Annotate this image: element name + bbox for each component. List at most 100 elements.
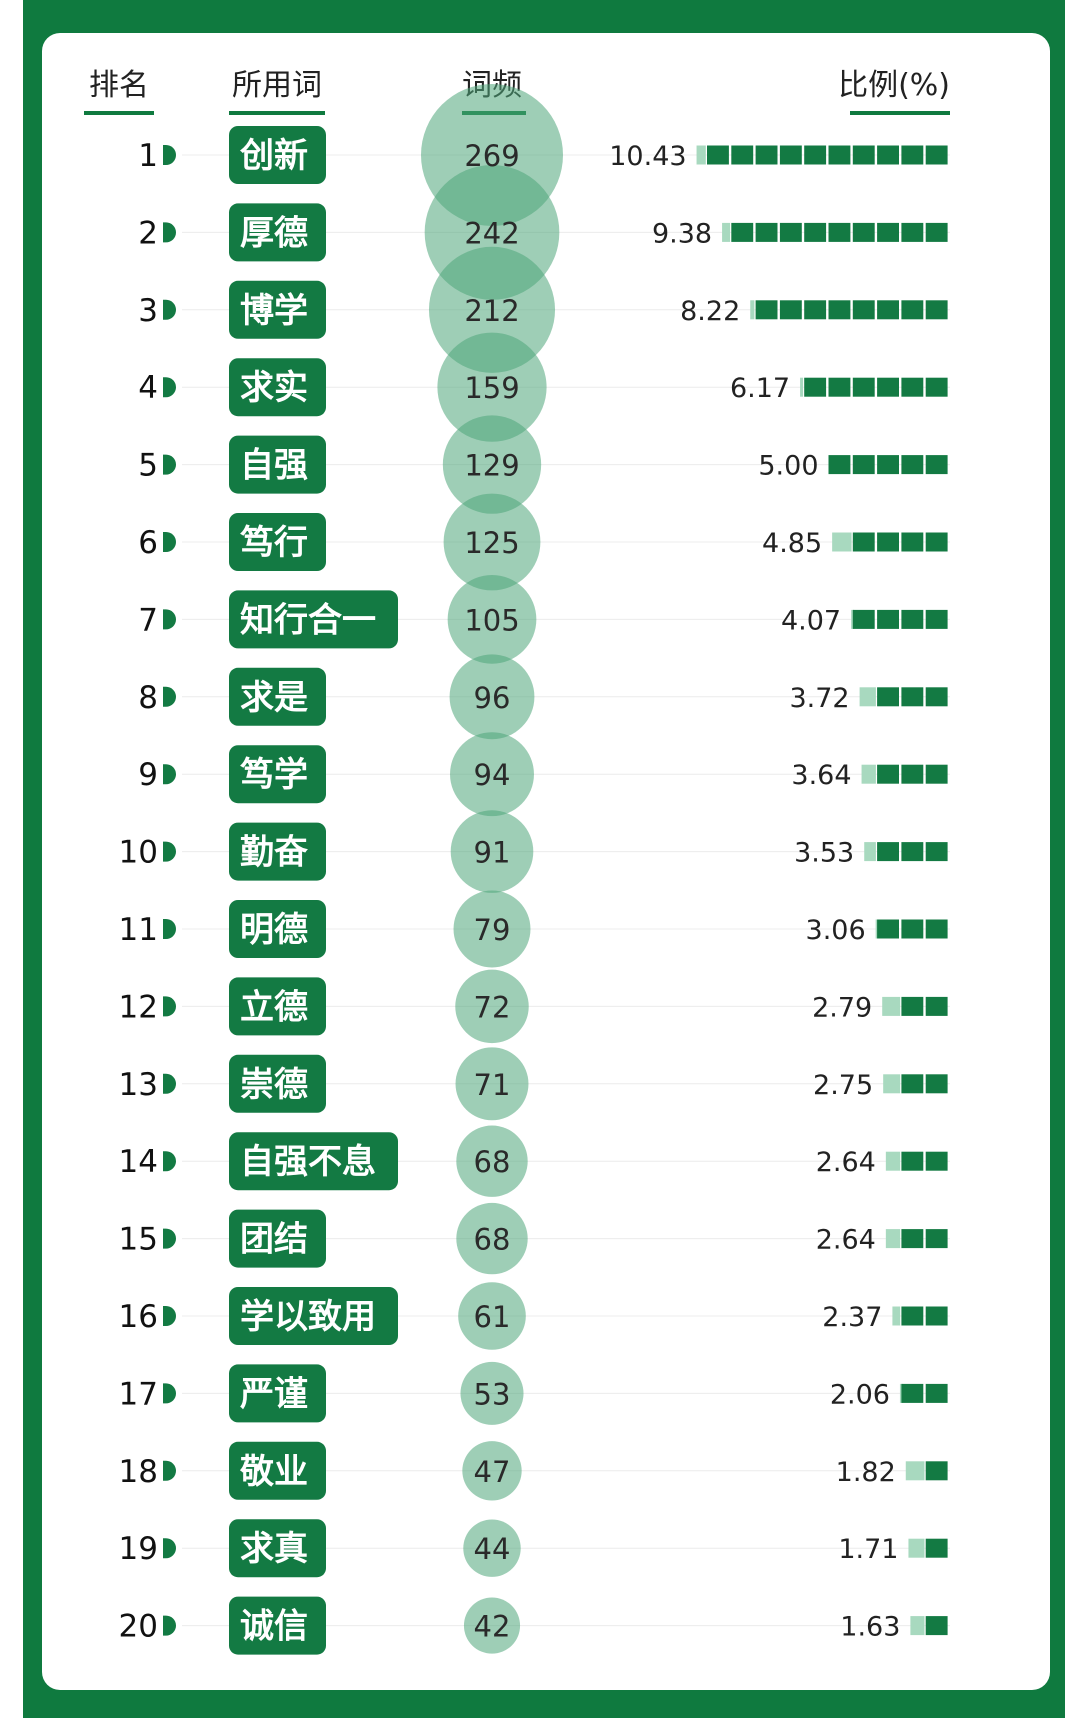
- word-tag: [229, 745, 326, 804]
- frequency-value: 242: [464, 216, 519, 250]
- frequency-value: 125: [464, 526, 519, 560]
- header-ratio: 比例(%): [838, 68, 950, 103]
- ratio-bar-partial: [905, 1461, 925, 1481]
- frequency-bubble: [456, 1202, 528, 1275]
- frequency-bubble: [450, 810, 534, 893]
- word-tag-label: 创新: [239, 136, 308, 176]
- word-tag: [229, 590, 398, 649]
- ratio-bar-block: [804, 222, 827, 242]
- ratio-value: 6.17: [730, 373, 790, 404]
- header-word: 所用词: [232, 68, 322, 103]
- ratio-bar-block: [925, 764, 948, 784]
- frequency-value: 68: [474, 1145, 511, 1179]
- ratio-bar-partial: [882, 996, 901, 1016]
- rank-number: 4: [138, 370, 158, 406]
- ratio-bar-partial: [696, 145, 706, 165]
- rank-number: 9: [138, 757, 158, 793]
- rank-number: 1: [138, 138, 158, 174]
- ratio-bar-block: [901, 1151, 924, 1171]
- word-tag-label: 自强: [240, 446, 308, 486]
- word-tag-label: 崇德: [240, 1065, 308, 1105]
- word-tag: [229, 203, 326, 262]
- ratio-bar-block: [925, 996, 948, 1016]
- frequency-value: 71: [474, 1068, 511, 1102]
- ratio-bar-block: [828, 455, 851, 475]
- ratio-value: 4.85: [762, 528, 822, 559]
- ratio-bar-block: [901, 842, 924, 862]
- word-tag-label: 笃行: [240, 523, 308, 563]
- ratio-bar-block: [877, 455, 899, 475]
- ratio-bar-partial: [861, 764, 876, 784]
- rank-pointer-icon: [163, 1306, 176, 1326]
- word-tag-label: 诚信: [240, 1607, 308, 1647]
- ratio-bar-partial: [885, 1151, 901, 1171]
- ratio-value: 1.63: [840, 1612, 900, 1643]
- ratio-bar-block: [852, 609, 875, 629]
- ratio-bar-block: [901, 222, 924, 242]
- ratio-bar-block: [877, 222, 899, 242]
- ratio-value: 9.38: [652, 218, 712, 249]
- ratio-bar-block: [925, 300, 948, 320]
- word-tag-label: 敬业: [239, 1452, 308, 1492]
- ratio-bar-block: [901, 145, 924, 165]
- rank-pointer-icon: [163, 222, 176, 243]
- ratio-bar-block: [925, 532, 948, 552]
- ratio-bar-block: [852, 222, 875, 242]
- ratio-bar-partial: [892, 1306, 901, 1326]
- ratio-bar-block: [877, 919, 899, 939]
- frequency-bubble: [453, 890, 531, 968]
- ratio-bar-block: [901, 1306, 924, 1326]
- rank-pointer-icon: [163, 532, 176, 552]
- rank-number: 2: [138, 215, 158, 251]
- word-tag-label: 自强不息: [240, 1142, 376, 1182]
- frequency-bubble: [428, 246, 556, 373]
- ratio-bar-block: [828, 222, 851, 242]
- rank-pointer-icon: [163, 1228, 176, 1249]
- header-rank: 排名: [89, 68, 149, 103]
- rank-pointer-icon: [163, 145, 176, 165]
- ratio-bar-partial: [722, 222, 731, 242]
- ratio-value: 3.06: [806, 915, 866, 946]
- frequency-value: 159: [464, 371, 519, 405]
- rank-number: 14: [119, 1144, 158, 1180]
- ratio-bar-partial: [885, 1229, 901, 1249]
- frequency-bubble: [443, 493, 541, 591]
- ratio-value: 3.53: [794, 838, 854, 869]
- word-tag-label: 求是: [240, 678, 308, 718]
- word-tag: [229, 358, 326, 417]
- ratio-bar-block: [925, 1229, 948, 1249]
- word-tag-label: 求真: [240, 1529, 308, 1569]
- frequency-value: 91: [474, 836, 511, 870]
- ratio-bar-block: [925, 1383, 948, 1403]
- ratio-bar-block: [804, 145, 827, 165]
- ratio-value: 4.07: [781, 605, 841, 636]
- ratio-bar-block: [877, 377, 899, 397]
- word-tag-label: 勤奋: [240, 833, 308, 873]
- ratio-bar-block: [925, 1461, 948, 1481]
- ratio-bar-partial: [800, 377, 804, 397]
- ratio-bar-block: [877, 687, 899, 707]
- rank-number: 15: [119, 1222, 158, 1258]
- ratio-bar-block: [804, 300, 827, 320]
- ratio-bar-block: [925, 377, 948, 397]
- word-tag: [229, 1441, 326, 1500]
- ratio-bar-block: [925, 1538, 948, 1558]
- word-tag: [229, 126, 326, 184]
- rank-number: 11: [119, 912, 158, 948]
- ratio-value: 8.22: [680, 296, 740, 327]
- ratio-bar-block: [852, 532, 875, 552]
- ratio-value: 2.37: [822, 1302, 882, 1333]
- frequency-bubbles: [421, 84, 563, 1654]
- ratio-bar-block: [877, 300, 899, 320]
- ratio-bar-partial: [910, 1616, 925, 1636]
- word-tag-label: 知行合一: [240, 600, 376, 640]
- ratio-bar-block: [779, 145, 802, 165]
- frequency-bubble: [450, 732, 534, 817]
- word-tag: [229, 1209, 326, 1268]
- ratio-bar-block: [901, 455, 924, 475]
- ratio-bar-block: [925, 687, 948, 707]
- ratio-bar-block: [925, 222, 948, 242]
- frequency-bubble: [463, 1519, 521, 1577]
- rank-pointer-icon: [163, 686, 176, 707]
- frequency-value: 72: [474, 990, 511, 1024]
